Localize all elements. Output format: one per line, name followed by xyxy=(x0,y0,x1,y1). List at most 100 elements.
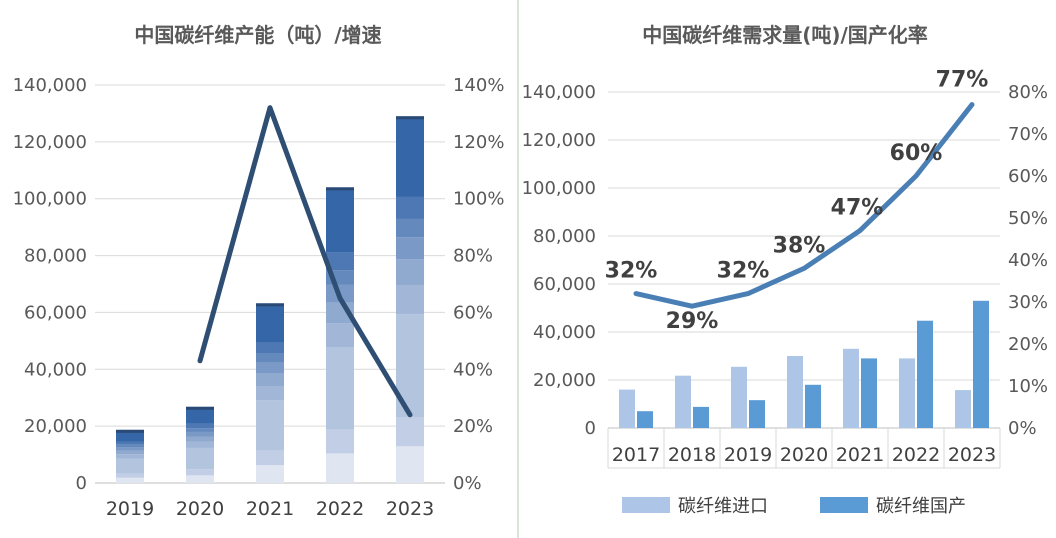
right-y-tick-label: 40,000 xyxy=(533,322,596,343)
domestic-bar xyxy=(693,406,709,428)
left-y-tick-label: 120,000 xyxy=(13,132,87,153)
left-y-tick-label: 20,000 xyxy=(24,416,87,437)
left-x-axis: 2019 2020 2021 2022 2023 xyxy=(106,498,434,520)
left-bar-segment xyxy=(186,441,214,448)
left-bar-segment xyxy=(116,429,144,442)
left-bar xyxy=(186,406,214,483)
right-y2-tick-label: 40% xyxy=(1008,250,1048,271)
left-y-tick-label: 40,000 xyxy=(24,359,87,380)
right-x-axis: 2017 2018 2019 2020 2021 2022 2023 xyxy=(607,428,1001,469)
domestic-bar xyxy=(805,384,821,428)
right-y-tick-label: 140,000 xyxy=(522,82,596,103)
left-y2-tick-label: 20% xyxy=(453,416,493,437)
left-bar-segment xyxy=(116,450,144,455)
left-y2-tick-label: 60% xyxy=(453,302,493,323)
left-bar-segment xyxy=(186,475,214,483)
right-y-tick-label: 60,000 xyxy=(533,274,596,295)
left-bar-segment xyxy=(256,342,284,354)
right-y-tick-label: 0 xyxy=(585,418,596,439)
left-y2-tick-label: 80% xyxy=(453,246,493,267)
left-x-tick-label: 2022 xyxy=(316,498,364,520)
left-bar-segment xyxy=(396,446,424,483)
legend-label-import: 碳纤维进口 xyxy=(678,496,768,517)
import-bar xyxy=(955,390,971,428)
left-y2-axis: 0% 20% 40% 60% 80% 100% 120% 140% xyxy=(453,75,504,494)
left-y2-tick-label: 140% xyxy=(453,75,504,96)
left-bar-cap xyxy=(396,116,424,120)
right-x-tick-label: 2020 xyxy=(780,444,828,466)
left-bar xyxy=(256,303,284,483)
left-y-tick-label: 80,000 xyxy=(24,246,87,267)
right-y2-tick-label: 10% xyxy=(1008,376,1048,397)
left-bar-segment xyxy=(186,431,214,437)
right-legend: 碳纤维进口 碳纤维国产 xyxy=(622,496,966,517)
left-bar-segment xyxy=(186,447,214,470)
left-x-tick-label: 2019 xyxy=(106,498,154,520)
right-y2-tick-label: 0% xyxy=(1008,418,1037,439)
left-bars xyxy=(116,116,424,483)
right-rate-line-path xyxy=(633,102,975,309)
domestic-bar xyxy=(637,411,653,428)
right-y-tick-label: 80,000 xyxy=(533,226,596,247)
left-bar-segment xyxy=(256,373,284,386)
left-bar-segment xyxy=(326,346,354,430)
left-bar-segment xyxy=(116,477,144,483)
left-y-tick-label: 100,000 xyxy=(13,189,87,210)
right-grid xyxy=(608,91,1000,429)
right-y-tick-label: 20,000 xyxy=(533,370,596,391)
left-x-tick-label: 2023 xyxy=(386,498,434,520)
left-y2-tick-label: 0% xyxy=(453,473,482,494)
domestic-bar xyxy=(917,320,933,428)
legend-swatch-import xyxy=(622,497,670,513)
right-y2-tick-label: 80% xyxy=(1008,82,1048,103)
right-y2-axis: 0% 10% 20% 30% 40% 50% 60% 70% 80% xyxy=(1008,82,1048,439)
right-x-tick-label: 2018 xyxy=(668,444,716,466)
left-bar-segment xyxy=(396,237,424,260)
left-x-tick-label: 2021 xyxy=(246,498,294,520)
left-bar xyxy=(326,187,354,483)
right-y-tick-label: 100,000 xyxy=(522,178,596,199)
right-data-label: 29% xyxy=(666,309,719,334)
right-y2-tick-label: 50% xyxy=(1008,208,1048,229)
left-bar-segment xyxy=(186,469,214,476)
left-growth-line-path xyxy=(197,105,413,418)
left-bar-cap xyxy=(256,303,284,307)
left-bar-segment xyxy=(186,436,214,442)
left-bar-segment xyxy=(396,284,424,315)
left-bar-segment xyxy=(116,447,144,451)
left-bar-cap xyxy=(186,406,214,410)
left-bar xyxy=(396,116,424,483)
left-x-tick-label: 2020 xyxy=(176,498,224,520)
legend-swatch-domestic xyxy=(820,497,868,513)
right-bars xyxy=(619,300,989,428)
left-bar-segment xyxy=(326,429,354,454)
right-data-label: 38% xyxy=(773,233,826,258)
right-data-label: 60% xyxy=(890,141,943,166)
left-bar-segment xyxy=(186,428,214,432)
import-bar xyxy=(843,348,859,428)
left-bar-cap xyxy=(326,187,354,191)
left-bar-segment xyxy=(256,362,284,374)
right-y2-tick-label: 70% xyxy=(1008,124,1048,145)
right-y2-tick-label: 20% xyxy=(1008,334,1048,355)
right-x-tick-label: 2023 xyxy=(948,444,996,466)
left-bar-segment xyxy=(256,385,284,401)
left-growth-line xyxy=(197,105,413,418)
left-bar-segment xyxy=(256,353,284,363)
left-bar-segment xyxy=(256,450,284,466)
right-x-tick-label: 2019 xyxy=(724,444,772,466)
import-bar xyxy=(787,356,803,428)
right-chart-title: 中国碳纤维需求量(吨)/国产化率 xyxy=(642,23,928,47)
left-chart: 中国碳纤维产能（吨）/增速 0 20,000 40,000 60,000 80,000 1… xyxy=(13,23,505,520)
left-bar-segment xyxy=(116,454,144,459)
import-bar xyxy=(675,375,691,428)
import-bar xyxy=(731,366,747,428)
left-y-axis: 0 20,000 40,000 60,000 80,000 100,000 120,000 1… xyxy=(13,75,87,494)
legend-label-domestic: 碳纤维国产 xyxy=(876,496,966,517)
import-bar xyxy=(619,389,635,428)
left-bar-segment xyxy=(326,187,354,253)
left-bar-segment xyxy=(116,444,144,448)
left-y-tick-label: 60,000 xyxy=(24,302,87,323)
right-y2-tick-label: 60% xyxy=(1008,166,1048,187)
